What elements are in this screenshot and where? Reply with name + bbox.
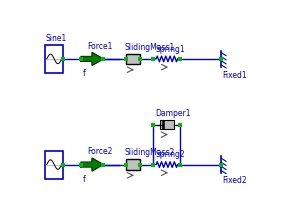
Polygon shape — [92, 53, 103, 65]
Text: f: f — [83, 175, 85, 184]
Text: Spring2: Spring2 — [155, 150, 185, 159]
Text: f: f — [83, 69, 85, 78]
Bar — [160, 120, 174, 129]
Text: Fixed1: Fixed1 — [222, 71, 247, 80]
Text: Damper1: Damper1 — [155, 109, 191, 118]
Text: SlidingMass2: SlidingMass2 — [125, 148, 175, 158]
Bar — [45, 45, 63, 73]
Text: Spring1: Spring1 — [155, 44, 185, 54]
Text: Force1: Force1 — [88, 42, 113, 51]
Text: Force2: Force2 — [88, 147, 113, 156]
Text: SlidingMass1: SlidingMass1 — [125, 43, 175, 52]
Bar — [45, 151, 63, 179]
Bar — [81, 162, 92, 167]
Text: Sine1: Sine1 — [45, 34, 66, 43]
Bar — [81, 56, 92, 62]
Bar — [126, 159, 140, 170]
Bar — [126, 54, 140, 64]
Text: Fixed2: Fixed2 — [222, 176, 247, 185]
Polygon shape — [92, 158, 103, 171]
